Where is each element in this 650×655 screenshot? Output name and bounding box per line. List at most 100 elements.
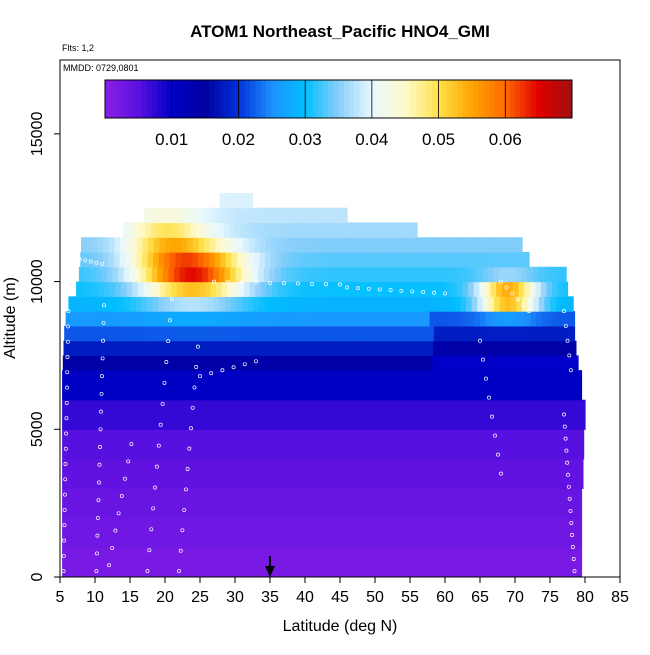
- flight-track-point: [64, 416, 69, 421]
- colorbar-tick-label: 0.05: [422, 130, 455, 149]
- heatmap-cell: [442, 458, 450, 489]
- heatmap-cell: [527, 355, 534, 371]
- heatmap-cell: [302, 429, 310, 460]
- heatmap-cell: [549, 429, 556, 460]
- heatmap-cell: [342, 399, 349, 430]
- heatmap-cell: [342, 517, 349, 549]
- heatmap-cell: [550, 296, 557, 312]
- x-tick-label: 20: [156, 589, 174, 606]
- heatmap-cell: [302, 222, 309, 238]
- colorbar-segment: [224, 80, 231, 118]
- heatmap-cell: [146, 429, 153, 460]
- heatmap-cell: [376, 296, 383, 312]
- heatmap-cell: [258, 517, 265, 549]
- colorbar-segment: [110, 80, 116, 118]
- heatmap-cell: [219, 192, 226, 209]
- colorbar-segment: [198, 80, 205, 118]
- heatmap-cell: [330, 458, 338, 489]
- heatmap-cell: [202, 488, 209, 519]
- heatmap-cell: [172, 311, 179, 327]
- heatmap-cell: [79, 355, 86, 371]
- heatmap-cell: [103, 325, 110, 342]
- heatmap-cell: [466, 252, 473, 268]
- heatmap-cell: [432, 355, 439, 371]
- heatmap-cell: [259, 340, 266, 357]
- heatmap-cell: [442, 399, 450, 430]
- heatmap-cell: [476, 547, 483, 577]
- colorbar-segment: [141, 80, 148, 118]
- heatmap-cell: [297, 488, 304, 519]
- heatmap-cell: [377, 237, 384, 253]
- heatmap-cell: [353, 429, 360, 460]
- heatmap-cell: [448, 458, 455, 489]
- heatmap-cell: [220, 252, 227, 268]
- heatmap-cell: [524, 311, 531, 327]
- heatmap-cell: [167, 222, 174, 238]
- heatmap-cell: [125, 237, 132, 253]
- colorbar-segment: [265, 80, 272, 118]
- heatmap-cell: [170, 325, 177, 342]
- heatmap-cell: [498, 399, 506, 430]
- heatmap-cell: [309, 340, 317, 357]
- heatmap-cell: [560, 547, 567, 577]
- heatmap-cell: [482, 399, 489, 430]
- heatmap-cell: [543, 458, 550, 489]
- heatmap-cell: [498, 488, 506, 519]
- heatmap-cell: [277, 281, 284, 297]
- heatmap-cell: [572, 355, 579, 371]
- heatmap-cell: [256, 311, 263, 327]
- heatmap-cell: [246, 370, 254, 401]
- heatmap-cell: [280, 488, 287, 519]
- heatmap-cell: [389, 281, 396, 297]
- heatmap-cell: [398, 296, 405, 312]
- heatmap-cell: [101, 488, 108, 519]
- heatmap-cell: [347, 399, 354, 430]
- heatmap-cell: [494, 340, 501, 357]
- heatmap-cell: [225, 355, 232, 371]
- heatmap-cell: [431, 370, 438, 401]
- heatmap-cell: [519, 311, 526, 327]
- heatmap-cell: [577, 458, 584, 489]
- heatmap-cell: [283, 281, 290, 297]
- heatmap-cell: [248, 340, 255, 357]
- flight-track-point: [345, 285, 349, 290]
- heatmap-cell: [330, 517, 338, 549]
- heatmap-cell: [414, 517, 422, 549]
- colorbar-segment: [546, 80, 552, 118]
- heatmap-cell: [186, 252, 193, 268]
- heatmap-cell: [112, 429, 119, 460]
- heatmap-cell: [95, 458, 102, 489]
- heatmap-cell: [403, 399, 410, 430]
- heatmap-cell: [225, 252, 233, 268]
- heatmap-cell: [298, 355, 305, 371]
- heatmap-cell: [186, 340, 193, 357]
- heatmap-cell: [571, 399, 578, 430]
- heatmap-cell: [431, 399, 438, 430]
- heatmap-cell: [392, 399, 399, 430]
- heatmap-cell: [200, 311, 207, 327]
- heatmap-cell: [482, 547, 489, 577]
- heatmap-cell: [404, 296, 411, 312]
- heatmap-cell: [543, 547, 550, 577]
- heatmap-cell: [451, 281, 458, 297]
- heatmap-cell: [185, 517, 192, 549]
- heatmap-cell: [269, 488, 276, 519]
- heatmap-cell: [426, 458, 433, 489]
- colorbar-segment: [276, 80, 282, 118]
- heatmap-cell: [566, 517, 573, 549]
- heatmap-cell: [230, 399, 237, 430]
- flight-track-point: [65, 339, 70, 344]
- heatmap-cell: [225, 296, 232, 312]
- heatmap-cell: [533, 355, 540, 371]
- heatmap-cell: [349, 252, 356, 268]
- heatmap-cell: [448, 517, 455, 549]
- heatmap-cell: [326, 340, 333, 357]
- flight-track-point: [563, 436, 568, 441]
- heatmap-cell: [193, 281, 200, 297]
- heatmap-cell: [341, 222, 348, 238]
- heatmap-cell: [190, 222, 197, 238]
- heatmap-cell: [484, 237, 491, 253]
- heatmap-cell: [240, 222, 247, 238]
- heatmap-cell: [134, 266, 142, 283]
- heatmap-cell: [67, 458, 74, 489]
